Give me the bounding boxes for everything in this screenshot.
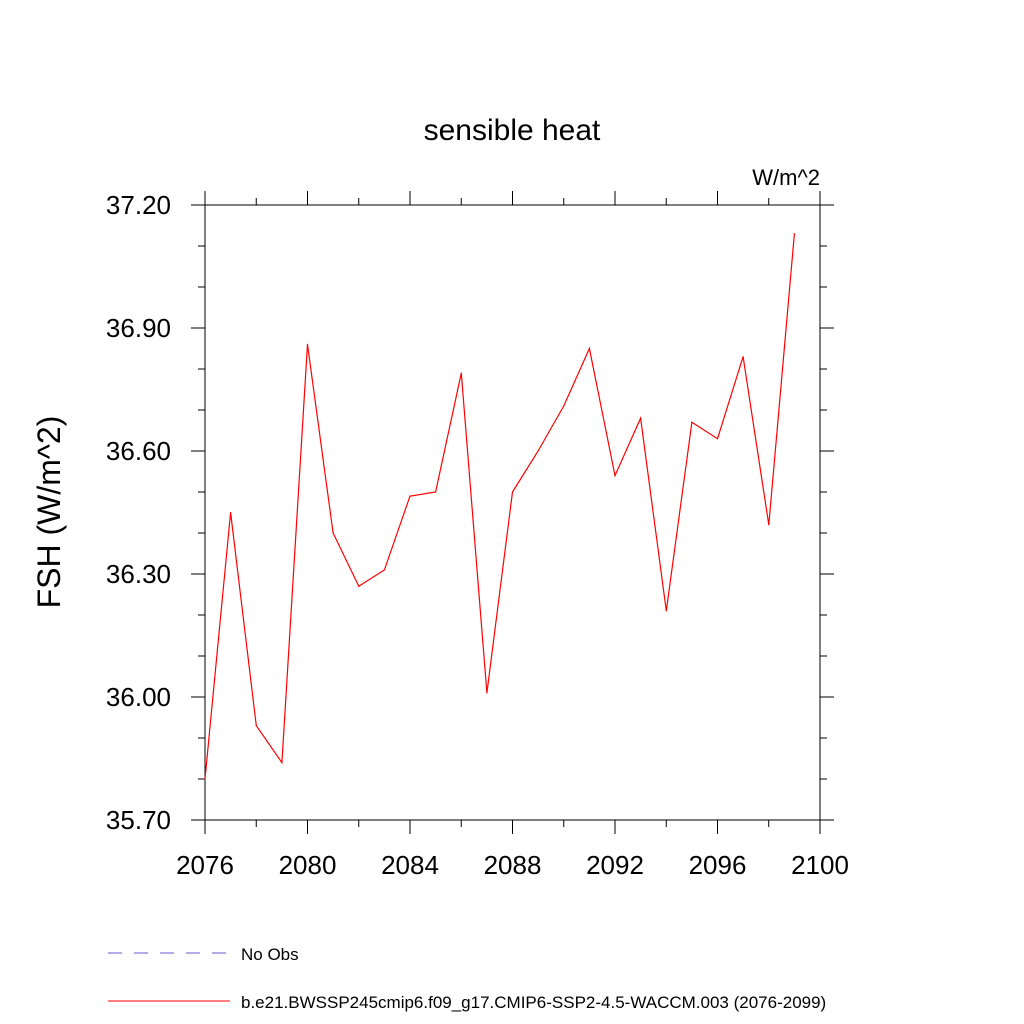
data-point <box>511 491 514 493</box>
data-point <box>563 405 565 407</box>
data-point <box>332 532 334 534</box>
units-label: W/m^2 <box>752 165 820 190</box>
data-point <box>255 725 257 727</box>
legend-label: b.e21.BWSSP245cmip6.f09_g17.CMIP6-SSP2-4… <box>241 993 826 1012</box>
x-tick-label: 2100 <box>791 850 849 880</box>
legend: No Obs b.e21.BWSSP245cmip6.f09_g17.CMIP6-… <box>108 945 826 1012</box>
y-axis-label: FSH (W/m^2) <box>31 416 67 609</box>
y-tick-label: 37.20 <box>106 190 171 220</box>
axes: 2076 2080 2084 2088 2092 2096 2100 35.70 36.00 36… <box>106 190 849 880</box>
data-point <box>614 475 616 477</box>
x-tick-label: 2088 <box>484 850 542 880</box>
data-point <box>742 356 744 358</box>
y-tick-label: 36.90 <box>106 313 171 343</box>
data-point <box>460 372 462 374</box>
data-point <box>281 762 283 764</box>
x-tick-label: 2096 <box>689 850 747 880</box>
data-point <box>588 347 590 350</box>
data-point <box>793 233 795 235</box>
data-point <box>306 343 309 345</box>
y-tick-label: 36.00 <box>106 682 171 712</box>
data-point <box>768 524 770 526</box>
data-point <box>358 585 360 587</box>
x-tick-label: 2076 <box>176 850 234 880</box>
x-tick-label: 2084 <box>381 850 439 880</box>
y-tick-label: 35.70 <box>106 805 171 835</box>
series-line <box>204 233 795 780</box>
data-point <box>409 495 411 497</box>
data-point <box>383 569 385 571</box>
data-point <box>640 417 642 419</box>
chart-title: sensible heat <box>424 114 601 147</box>
legend-label: No Obs <box>241 945 299 964</box>
data-point <box>537 450 539 452</box>
data-point <box>435 491 437 493</box>
data-point <box>230 511 232 514</box>
y-tick-label: 36.60 <box>106 436 171 466</box>
data-point <box>691 421 693 423</box>
data-point <box>204 778 206 780</box>
series-layer <box>204 233 795 780</box>
data-point <box>716 438 719 440</box>
data-point <box>486 692 488 694</box>
data-point <box>665 610 667 612</box>
x-tick-label: 2092 <box>586 850 644 880</box>
y-tick-label: 36.30 <box>106 559 171 589</box>
x-tick-label: 2080 <box>279 850 337 880</box>
